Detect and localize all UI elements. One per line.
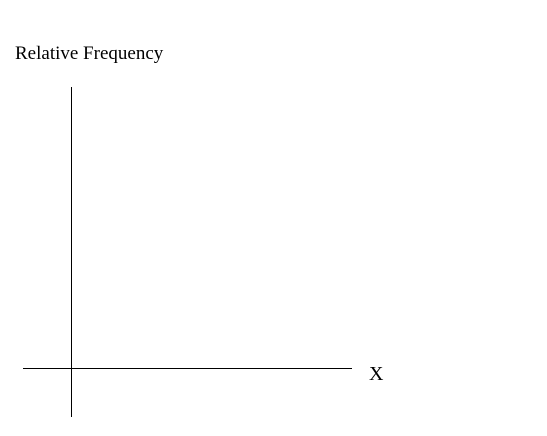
x-axis-label: X <box>369 363 384 385</box>
y-axis-label: Relative Frequency <box>15 43 164 64</box>
